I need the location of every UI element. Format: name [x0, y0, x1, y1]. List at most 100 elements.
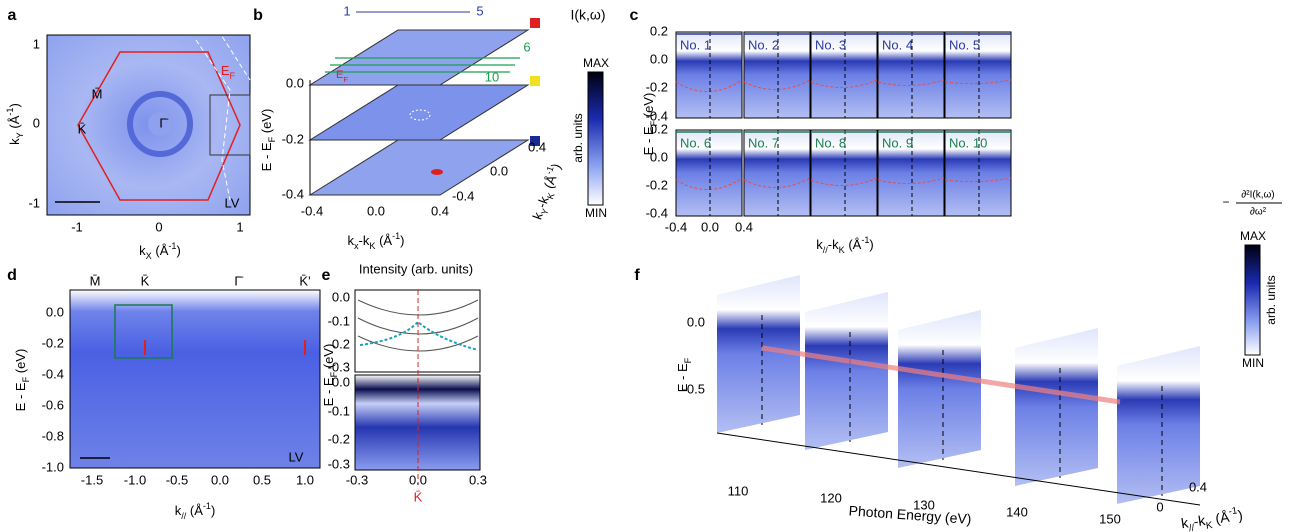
- axis-title: kY-kK (Å-1): [528, 161, 567, 223]
- label-part: F: [683, 357, 693, 363]
- label-part: -1: [168, 241, 176, 251]
- tick-label: 0.0: [409, 472, 427, 487]
- panel-title: No. 6: [680, 135, 711, 150]
- axis: [716, 432, 1201, 506]
- label-part: //: [181, 511, 187, 521]
- label-part: F: [329, 371, 339, 377]
- zoom-box: [114, 304, 173, 359]
- contour: [127, 91, 193, 157]
- tick-label: 110: [728, 483, 749, 498]
- edc-curves: [357, 299, 479, 352]
- tick-label: -1.5: [81, 472, 103, 487]
- panel-label: b: [253, 7, 263, 24]
- zone-outline: [195, 29, 251, 201]
- tick-label: 0.0: [687, 314, 705, 329]
- pocket: [431, 169, 443, 175]
- axis-title: E - EF (eV): [641, 93, 659, 156]
- label-part: E - E: [675, 363, 690, 392]
- cut-image: [675, 31, 743, 119]
- slab-image: [898, 310, 981, 468]
- label-part: -k: [828, 237, 839, 252]
- panel-title: No. 7: [748, 135, 779, 150]
- label-part: -1: [544, 165, 556, 176]
- label-part: k: [7, 138, 22, 145]
- tick-label: -0.4: [452, 188, 474, 203]
- label-part: ): [400, 233, 404, 248]
- tick-label: -0.1: [328, 313, 350, 328]
- label-part: -1: [1228, 506, 1238, 518]
- label-part: F: [21, 376, 31, 382]
- label-part: K: [839, 245, 845, 255]
- label-part: (Å: [7, 115, 22, 132]
- annotation: Γ̄: [159, 115, 168, 130]
- colorbar-label: arb. units: [571, 113, 585, 162]
- label-part: F: [230, 71, 236, 81]
- tick-label: 0.0: [332, 374, 350, 389]
- panel-label: d: [7, 267, 17, 284]
- tick-label: -0.2: [42, 335, 64, 350]
- axis-title: k// (Å-1): [175, 501, 216, 521]
- dispersion: [359, 320, 479, 351]
- tick-label: 0.4: [528, 139, 546, 154]
- fit-curve: [675, 177, 743, 190]
- label-part: Y: [540, 207, 551, 216]
- tick-label: -1.0: [124, 472, 146, 487]
- tick-label: -0.4: [282, 186, 304, 201]
- tick-label: 0: [155, 219, 162, 234]
- label-part: -k: [1192, 512, 1207, 530]
- slab-image: [1015, 328, 1098, 486]
- label-part: (eV): [259, 109, 274, 137]
- tick-label: 0.5: [253, 472, 271, 487]
- label-part: K: [545, 192, 556, 201]
- tick-label: -0.6: [42, 397, 64, 412]
- label-part: k: [816, 237, 823, 252]
- colorbar-label: MAX: [1240, 229, 1266, 243]
- plane: [308, 139, 530, 196]
- marker: [530, 136, 540, 146]
- slab-image: [717, 275, 800, 433]
- label-part: E - E: [259, 142, 274, 171]
- annotation: M̄: [92, 86, 103, 101]
- label-part: K: [369, 241, 375, 251]
- annotation: 5: [476, 3, 483, 18]
- tick-label: M̄: [90, 273, 101, 288]
- axis-title: k//-kK (Å-1): [816, 235, 874, 255]
- label-part: k: [175, 503, 182, 518]
- annotation: LV: [289, 449, 304, 464]
- panel-label: e: [322, 267, 331, 284]
- tick-label: -1.0: [42, 459, 64, 474]
- colorbar-title: ∂ω²: [1250, 207, 1267, 218]
- label-part: k: [139, 243, 146, 258]
- label-part: (eV): [321, 344, 336, 372]
- panel-title: No. 4: [882, 37, 913, 52]
- colorbar: [587, 71, 604, 206]
- cut-image: [877, 129, 945, 217]
- label-part: (eV): [641, 93, 656, 121]
- tick-label: K̄': [299, 273, 310, 288]
- tick-label: 0.0: [332, 289, 350, 304]
- marker: [530, 18, 540, 28]
- tick-label: -0.2: [328, 336, 350, 351]
- colorbar: [1244, 244, 1261, 356]
- label-part: X: [146, 251, 152, 261]
- cut-image: [944, 31, 1012, 119]
- f-slabs: [716, 275, 1201, 506]
- cut-image: [743, 31, 811, 119]
- label-part: -1: [203, 501, 211, 511]
- colorbar-label: MIN: [585, 206, 607, 220]
- annotation: LV: [225, 195, 240, 210]
- axis-title: E - EF (eV): [321, 344, 339, 407]
- label-part: k: [1180, 514, 1190, 531]
- cuts: [325, 57, 520, 73]
- label-part: ): [176, 243, 180, 258]
- fit-curve: [944, 79, 1012, 85]
- annotation: 6: [523, 39, 530, 54]
- tick-label: 0: [1156, 499, 1163, 514]
- label-part: Y: [15, 132, 25, 138]
- label-part: //: [1188, 523, 1195, 532]
- tick-label: 150: [1099, 511, 1121, 526]
- tick-label: 0.4: [735, 219, 753, 234]
- label-part: E: [221, 63, 230, 78]
- tick-label: -0.2: [282, 131, 304, 146]
